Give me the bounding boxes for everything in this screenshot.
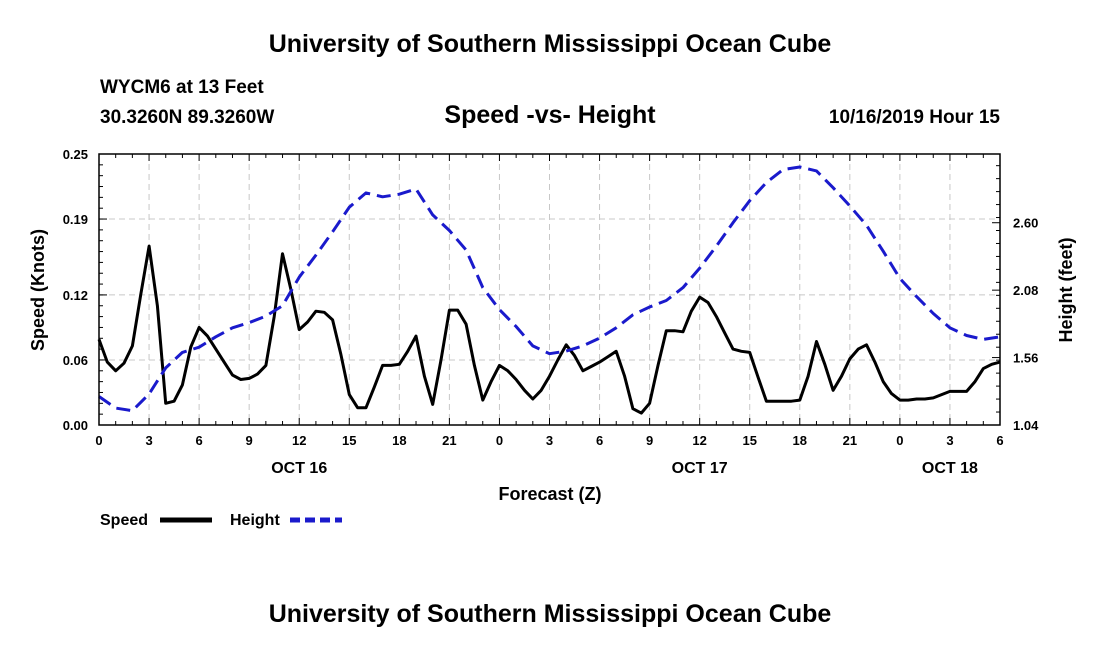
x-tick-label: 0 (896, 433, 903, 448)
y-tick-label: 0.19 (63, 212, 88, 227)
x-tick-label: 6 (996, 433, 1003, 448)
station-label: WYCM6 at 13 Feet (100, 77, 264, 98)
y2-tick-label: 2.08 (1013, 283, 1038, 298)
x-tick-label: 15 (742, 433, 756, 448)
y-tick-label: 0.00 (63, 418, 88, 433)
x-tick-label: 9 (246, 433, 253, 448)
tick-labels: 0 3 6 9 12 15 18 21 0 3 6 9 12 15 18 21 0 3 6 0.00 0.06 0.12 0… (63, 147, 1039, 477)
legend: Speed Height (100, 512, 342, 529)
x-tick-label: 3 (946, 433, 953, 448)
series-line-speed (97, 244, 1001, 415)
y-axis-title: Speed (Knots) (28, 229, 48, 351)
footer-title: University of Southern Mississippi Ocean… (268, 600, 832, 628)
x-tick-label: 0 (496, 433, 503, 448)
forecast-datetime: 10/16/2019 Hour 15 (828, 107, 1000, 128)
x-tick-label: 6 (596, 433, 603, 448)
x-tick-label: 12 (692, 433, 706, 448)
date-label: OCT 16 (271, 460, 327, 477)
y-tick-label: 0.06 (63, 353, 88, 368)
y-tick-label: 0.12 (63, 288, 88, 303)
coordinates-label: 30.3260N 89.3260W (100, 107, 275, 128)
chart-subtitle: Speed -vs- Height (444, 101, 656, 129)
ticks (98, 153, 1001, 426)
x-tick-label: 12 (292, 433, 306, 448)
y2-tick-label: 1.56 (1013, 351, 1038, 366)
grid (99, 154, 1000, 425)
x-tick-label: 18 (793, 433, 807, 448)
y-tick-label: 0.25 (63, 147, 88, 162)
series-layer (97, 165, 1001, 415)
y2-tick-label: 1.04 (1013, 418, 1039, 433)
x-tick-label: 9 (646, 433, 653, 448)
x-tick-label: 3 (546, 433, 553, 448)
x-tick-label: 3 (145, 433, 152, 448)
x-tick-label: 21 (843, 433, 857, 448)
y2-axis-title: Height (feet) (1056, 238, 1076, 343)
x-axis-title: Forecast (Z) (498, 484, 601, 504)
legend-label-height: Height (230, 512, 280, 529)
y2-tick-label: 2.60 (1013, 216, 1038, 231)
x-tick-label: 6 (195, 433, 202, 448)
date-label: OCT 18 (922, 460, 978, 477)
x-tick-label: 15 (342, 433, 356, 448)
x-tick-label: 21 (442, 433, 456, 448)
date-label: OCT 17 (672, 460, 728, 477)
x-tick-label: 0 (95, 433, 102, 448)
main-title: University of Southern Mississippi Ocean… (268, 30, 832, 58)
series-line-height (98, 165, 1001, 413)
x-tick-label: 18 (392, 433, 406, 448)
legend-label-speed: Speed (100, 512, 148, 529)
